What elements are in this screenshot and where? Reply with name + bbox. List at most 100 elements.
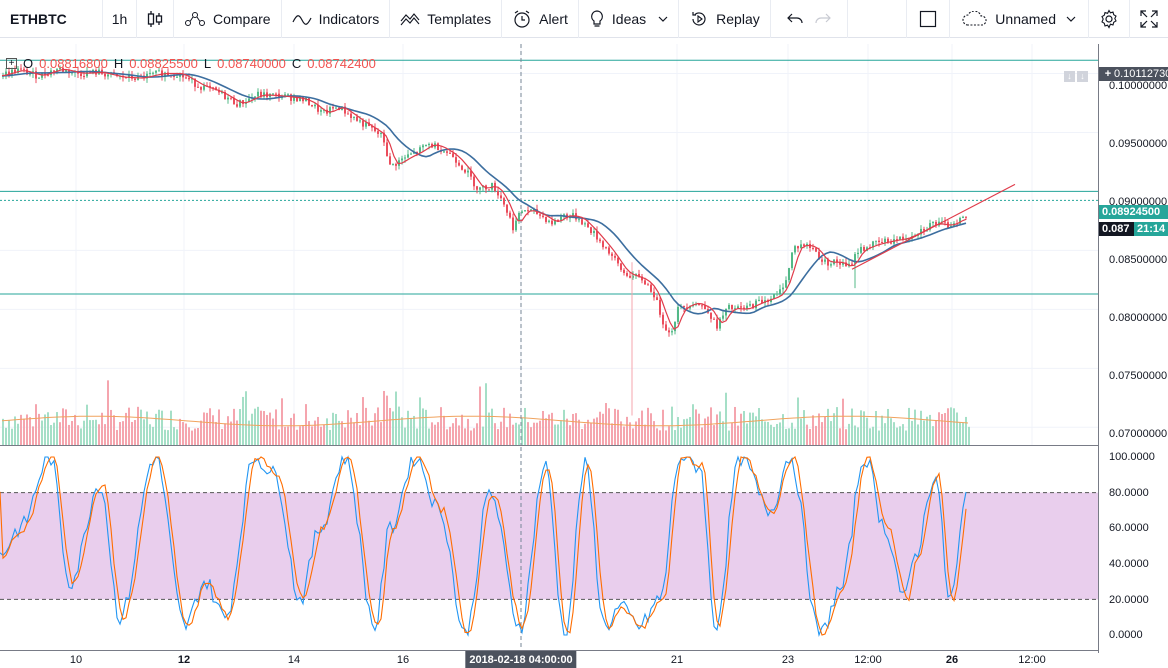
volume-bar <box>287 426 289 445</box>
level-price-label: 0.08924500 <box>1099 205 1168 219</box>
interval-button[interactable]: 1h <box>103 0 137 38</box>
redo-button[interactable] <box>809 0 848 38</box>
candle-body <box>704 305 706 310</box>
volume-bar <box>596 417 598 445</box>
volume-bar <box>677 417 679 445</box>
undo-button[interactable] <box>771 0 809 38</box>
volume-bar <box>311 426 313 445</box>
volume-bar <box>359 425 361 445</box>
indicators-button[interactable]: Indicators <box>282 0 391 38</box>
volume-bar <box>878 430 880 445</box>
price-tick: 0.07500000 <box>1109 370 1168 382</box>
volume-bar <box>422 408 424 445</box>
volume-bar <box>710 407 712 445</box>
candle-body <box>335 107 337 109</box>
volume-bar <box>686 418 688 445</box>
volume-bar <box>41 420 43 445</box>
volume-bar <box>890 418 892 445</box>
candle-body <box>587 223 589 228</box>
hide-line-icon[interactable]: ↓ <box>1064 71 1075 82</box>
volume-bar <box>611 423 613 445</box>
volume-bar <box>158 409 160 445</box>
volume-bar <box>644 424 646 445</box>
price-tick: 0.08500000 <box>1109 254 1168 266</box>
candle-body <box>200 87 202 90</box>
volume-bar <box>695 409 697 445</box>
candle-body <box>515 220 517 231</box>
candle-body <box>665 324 667 331</box>
fullscreen-select-button[interactable] <box>906 0 951 38</box>
candle-body <box>683 305 685 308</box>
volume-bar <box>482 426 484 445</box>
candle-body <box>158 70 160 72</box>
candle-body <box>884 238 886 243</box>
candle-body <box>20 68 22 70</box>
volume-bar <box>944 413 946 445</box>
settings-button[interactable] <box>1089 0 1130 38</box>
candle-body <box>728 304 730 309</box>
stochastic-chart-svg[interactable] <box>0 447 1098 653</box>
time-tick: 12:00 <box>1018 654 1046 666</box>
volume-bar <box>197 427 199 445</box>
candle-body <box>59 67 61 70</box>
candle-body <box>854 254 856 264</box>
candle-body <box>389 156 391 165</box>
compare-button[interactable]: Compare <box>174 0 282 38</box>
candle-body <box>701 305 703 307</box>
lock-line-icon[interactable]: ↓ <box>1077 71 1088 82</box>
price-axis[interactable]: 0.10000000 0.09500000 0.09000000 0.08500… <box>1098 44 1168 653</box>
layout-name-button[interactable]: Unnamed <box>950 0 1089 38</box>
alert-button[interactable]: Alert <box>502 0 579 38</box>
time-axis[interactable]: 10 12 14 16 21 23 12:00 26 12:00 2018-02… <box>0 650 1098 668</box>
candle-body <box>11 69 13 76</box>
chart-style-button[interactable] <box>137 0 174 38</box>
templates-label: Templates <box>427 10 492 27</box>
candle-body <box>221 91 223 93</box>
candle-body <box>329 107 331 114</box>
moving-average-slow-line <box>1 70 967 315</box>
volume-bar <box>371 425 373 445</box>
candle-body <box>128 74 130 78</box>
volume-bar <box>335 413 337 445</box>
volume-bar <box>155 413 157 445</box>
candle-body <box>812 247 814 249</box>
candle-body <box>674 321 676 332</box>
templates-button[interactable]: Templates <box>390 0 503 38</box>
candle-body <box>779 289 781 294</box>
candle-body <box>386 142 388 157</box>
volume-bar <box>329 429 331 445</box>
ideas-button[interactable]: Ideas <box>579 0 680 38</box>
price-chart-svg[interactable] <box>0 44 1098 445</box>
fullscreen-button[interactable] <box>1130 0 1168 38</box>
volume-bar <box>911 420 913 445</box>
volume-bar <box>848 423 850 445</box>
replay-button[interactable]: Replay <box>679 0 771 38</box>
volume-bar <box>908 407 910 445</box>
candle-body <box>821 259 823 262</box>
candle-body <box>449 152 451 154</box>
candle-body <box>410 153 412 155</box>
candle-body <box>749 304 751 306</box>
volume-bar <box>107 380 109 445</box>
symbol-search[interactable]: ETHBTC <box>0 0 103 38</box>
candle-body <box>878 240 880 242</box>
candle-body <box>623 269 625 274</box>
volume-bar <box>515 422 517 445</box>
volume-bar <box>905 430 907 445</box>
pane-separator[interactable] <box>0 445 1098 446</box>
volume-bar <box>740 413 742 445</box>
stochastic-pane[interactable] <box>0 447 1098 653</box>
volume-bar <box>707 416 709 445</box>
alert-label: Alert <box>539 10 568 27</box>
volume-bar <box>413 415 415 445</box>
expand-legend-icon[interactable]: + <box>6 58 17 69</box>
candle-body <box>194 78 196 87</box>
candle-body <box>71 72 73 74</box>
volume-bar <box>662 409 664 445</box>
indicators-label: Indicators <box>318 10 380 27</box>
volume-bar <box>869 428 871 445</box>
candle-body <box>176 76 178 78</box>
candle-body <box>392 163 394 165</box>
